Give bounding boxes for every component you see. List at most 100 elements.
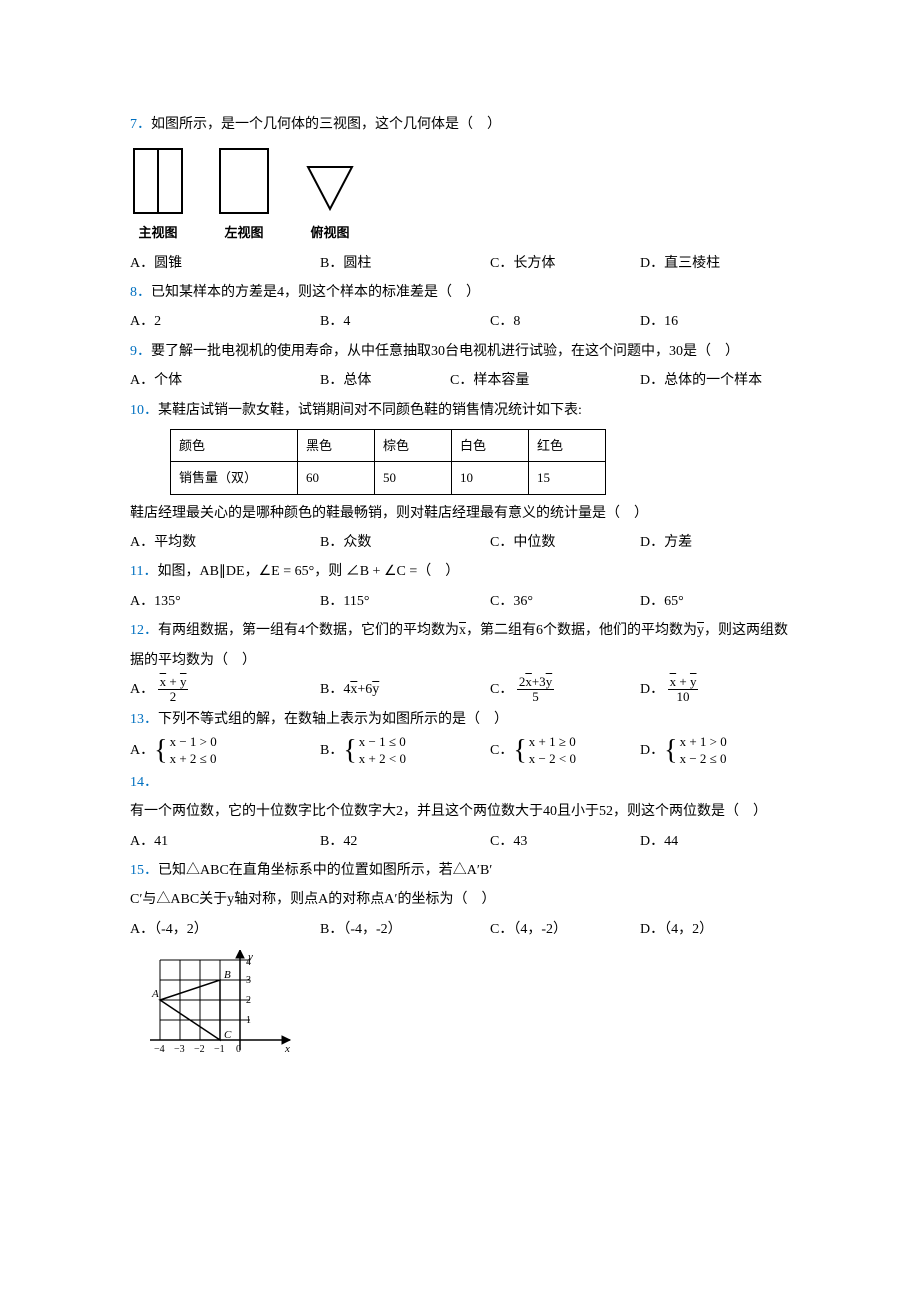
svg-text:B: B xyxy=(224,969,231,981)
q13-line: 13．下列不等式组的解，在数轴上表示为如图所示的是（ ） xyxy=(130,705,790,734)
label: A． xyxy=(130,682,154,697)
q7-front-view: 主视图 xyxy=(130,145,186,246)
q9-choice-a: A．个体 xyxy=(130,366,320,395)
q10-table: 颜色 黑色 棕色 白色 红色 销售量（双） 60 50 10 15 xyxy=(170,429,606,495)
label: D． xyxy=(640,682,664,697)
q8-text: 已知某样本的方差是4，则这个样本的标准差是（ ） xyxy=(151,285,480,300)
cell: 10 xyxy=(452,462,529,494)
ybar: y xyxy=(697,623,704,638)
q12-t2: ，第二组有6个数据，他们的平均数为 xyxy=(466,623,697,638)
q13-choice-c: C．{ x + 1 ≥ 0x − 2 < 0 xyxy=(490,734,640,768)
q7-top-label: 俯视图 xyxy=(310,219,349,246)
label: B． xyxy=(320,682,343,697)
cell: 15 xyxy=(529,462,606,494)
q15-t1: 已知△ABC在直角坐标系中的位置如图所示，若△A′B′ xyxy=(158,863,492,878)
svg-text:−3: −3 xyxy=(174,1044,185,1055)
q8-choice-b: B．4 xyxy=(320,307,490,336)
q14-choice-b: B．42 xyxy=(320,827,490,856)
q11-eq: ∠E = 65° xyxy=(259,564,315,579)
q13-choices: A．{ x − 1 > 0x + 2 ≤ 0 B．{ x − 1 ≤ 0x + … xyxy=(130,734,790,768)
ineq: x − 1 ≤ 0 xyxy=(359,734,406,751)
label: D． xyxy=(640,736,664,765)
q10-num: 10． xyxy=(130,403,158,418)
q15-choice-c: C．（4，-2） xyxy=(490,915,640,944)
q7-choice-d: D．直三棱柱 xyxy=(640,249,790,278)
svg-text:x: x xyxy=(284,1043,290,1055)
q7-choice-a: A．圆锥 xyxy=(130,249,320,278)
cell: 60 xyxy=(298,462,375,494)
svg-text:A: A xyxy=(151,988,159,1000)
q11-line: 11．如图，AB∥DE，∠E = 65°，则 ∠B + ∠C =（ ） xyxy=(130,557,790,586)
svg-text:−2: −2 xyxy=(194,1044,205,1055)
q15-line1: 15．已知△ABC在直角坐标系中的位置如图所示，若△A′B′ xyxy=(130,856,790,885)
q7-choices: A．圆锥 B．圆柱 C．长方体 D．直三棱柱 xyxy=(130,249,790,278)
q12-choice-b: B．4x+6y xyxy=(320,675,490,705)
cell: 销售量（双） xyxy=(171,462,298,494)
q13-text: 下列不等式组的解，在数轴上表示为如图所示的是（ ） xyxy=(158,712,508,727)
table-row: 颜色 黑色 棕色 白色 红色 xyxy=(171,430,606,462)
q11-pre: 如图，AB∥DE， xyxy=(157,564,258,579)
q7-left-view: 左视图 xyxy=(216,145,272,246)
q10-choice-a: A．平均数 xyxy=(130,528,320,557)
top-view-icon xyxy=(302,161,358,217)
left-view-icon xyxy=(216,145,272,217)
q13-choice-a: A．{ x − 1 > 0x + 2 ≤ 0 xyxy=(130,734,320,768)
q15-figure: A B C x y −4 −3 −2 −1 0 1 2 3 4 xyxy=(130,950,790,1081)
coef2: +6 xyxy=(357,682,372,697)
label: C． xyxy=(490,736,513,765)
label: C． xyxy=(490,682,513,697)
fraction: 2x+3y 5 xyxy=(517,675,554,705)
ineq: x + 1 ≥ 0 xyxy=(529,734,576,751)
xbar: x xyxy=(459,623,466,638)
svg-text:3: 3 xyxy=(246,975,251,986)
svg-text:0: 0 xyxy=(236,1044,241,1055)
q7-choice-c: C．长方体 xyxy=(490,249,640,278)
ineq: x + 2 ≤ 0 xyxy=(170,751,217,768)
q11-num: 11． xyxy=(130,564,157,579)
q15-line2: C′与△ABC关于y轴对称，则点A的对称点A′的坐标为（ ） xyxy=(130,885,790,914)
svg-text:C: C xyxy=(224,1029,232,1041)
q11-post: ，则 ∠B + ∠C =（ ） xyxy=(314,564,459,579)
q8-choice-d: D．16 xyxy=(640,307,790,336)
q9-num: 9． xyxy=(130,344,151,359)
q10-choices: A．平均数 B．众数 C．中位数 D．方差 xyxy=(130,528,790,557)
ineq: x − 2 ≤ 0 xyxy=(680,751,727,768)
q12-choice-a: A． x + y 2 xyxy=(130,675,320,705)
q7-text: 如图所示，是一个几何体的三视图，这个几何体是（ ） xyxy=(151,117,501,132)
q12-line: 12．有两组数据，第一组有4个数据，它们的平均数为x，第二组有6个数据，他们的平… xyxy=(130,616,790,675)
q14-text: 有一个两位数，它的十位数字比个位数字大2，并且这个两位数大于40且小于52，则这… xyxy=(130,804,767,819)
exam-page: 7．如图所示，是一个几何体的三视图，这个几何体是（ ） 主视图 左视图 俯视图 … xyxy=(0,0,920,1141)
q11-choice-b: B．115° xyxy=(320,587,490,616)
svg-text:2: 2 xyxy=(246,995,251,1006)
q7-diagrams: 主视图 左视图 俯视图 xyxy=(130,145,790,246)
cell: 白色 xyxy=(452,430,529,462)
label: B． xyxy=(320,736,343,765)
svg-text:−1: −1 xyxy=(214,1044,225,1055)
q10-choice-c: C．中位数 xyxy=(490,528,640,557)
q10-choice-b: B．众数 xyxy=(320,528,490,557)
q9-choice-d: D．总体的一个样本 xyxy=(640,366,790,395)
svg-text:−4: −4 xyxy=(154,1044,165,1055)
q15-num: 15． xyxy=(130,863,158,878)
cell: 颜色 xyxy=(171,430,298,462)
q10-text: 某鞋店试销一款女鞋，试销期间对不同颜色鞋的销售情况统计如下表: xyxy=(158,403,582,418)
q13-num: 13． xyxy=(130,712,158,727)
ineq: x − 1 > 0 xyxy=(170,734,217,751)
cell: 红色 xyxy=(529,430,606,462)
q14-choice-c: C．43 xyxy=(490,827,640,856)
q14-choice-d: D．44 xyxy=(640,827,790,856)
q11-choice-c: C．36° xyxy=(490,587,640,616)
q9-choice-c: C．样本容量 xyxy=(450,366,640,395)
q11-choices: A．135° B．115° C．36° D．65° xyxy=(130,587,790,616)
q15-choice-d: D．（4，2） xyxy=(640,915,790,944)
q12-choice-d: D． x + y 10 xyxy=(640,675,790,705)
q13-choice-b: B．{ x − 1 ≤ 0x + 2 < 0 xyxy=(320,734,490,768)
fraction: x + y 10 xyxy=(668,675,699,705)
q10-line: 10．某鞋店试销一款女鞋，试销期间对不同颜色鞋的销售情况统计如下表: xyxy=(130,396,790,425)
q8-num: 8． xyxy=(130,285,151,300)
q15-choice-a: A．（-4，2） xyxy=(130,915,320,944)
front-view-icon xyxy=(130,145,186,217)
q11-choice-d: D．65° xyxy=(640,587,790,616)
cell: 50 xyxy=(375,462,452,494)
cell: 棕色 xyxy=(375,430,452,462)
